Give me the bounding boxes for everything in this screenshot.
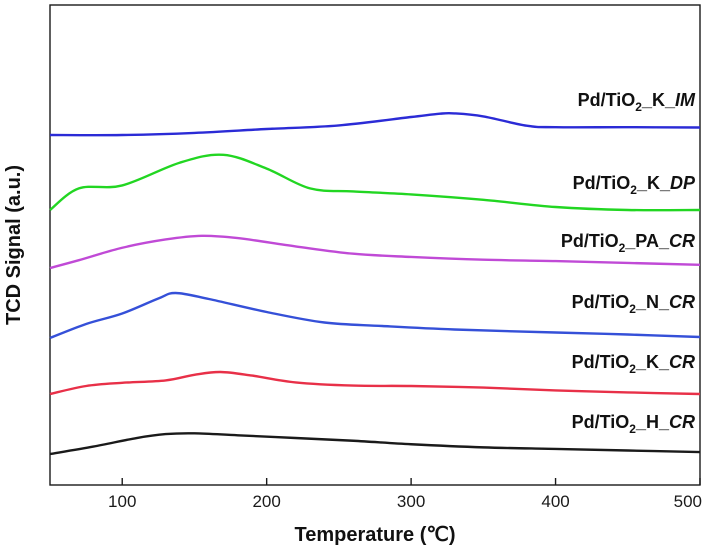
series-line [49, 111, 701, 137]
x-tick-label: 200 [252, 492, 280, 511]
x-axis-title: Temperature (℃) [294, 524, 455, 546]
series-line [49, 234, 701, 270]
series-layer [49, 111, 701, 456]
series-line [49, 432, 701, 456]
x-tick-label: 300 [397, 492, 425, 511]
series-label: Pd/TiO2_H_CR [572, 412, 695, 436]
series-labels: Pd/TiO2_K_IM Pd/TiO2_K_DP Pd/TiO2_PA_CR Pd/… [561, 90, 696, 436]
y-axis-title: TCD Signal (a.u.) [3, 165, 25, 325]
x-axis-ticks: 100 200 300 400 500 [108, 478, 702, 511]
x-tick-label: 400 [541, 492, 569, 511]
series-label: Pd/TiO2_PA_CR [561, 231, 695, 255]
series-label: Pd/TiO2_K_IM [578, 90, 696, 114]
x-tick-label: 100 [108, 492, 136, 511]
series-line [49, 370, 701, 396]
series-label: Pd/TiO2_N_CR [572, 292, 695, 316]
x-tick-label: 500 [674, 492, 702, 511]
series-label: Pd/TiO2_K_DP [573, 173, 696, 197]
plot-frame [49, 4, 701, 486]
series-label: Pd/TiO2_K_CR [572, 352, 695, 376]
series-line [49, 291, 701, 340]
series-line [49, 153, 701, 212]
